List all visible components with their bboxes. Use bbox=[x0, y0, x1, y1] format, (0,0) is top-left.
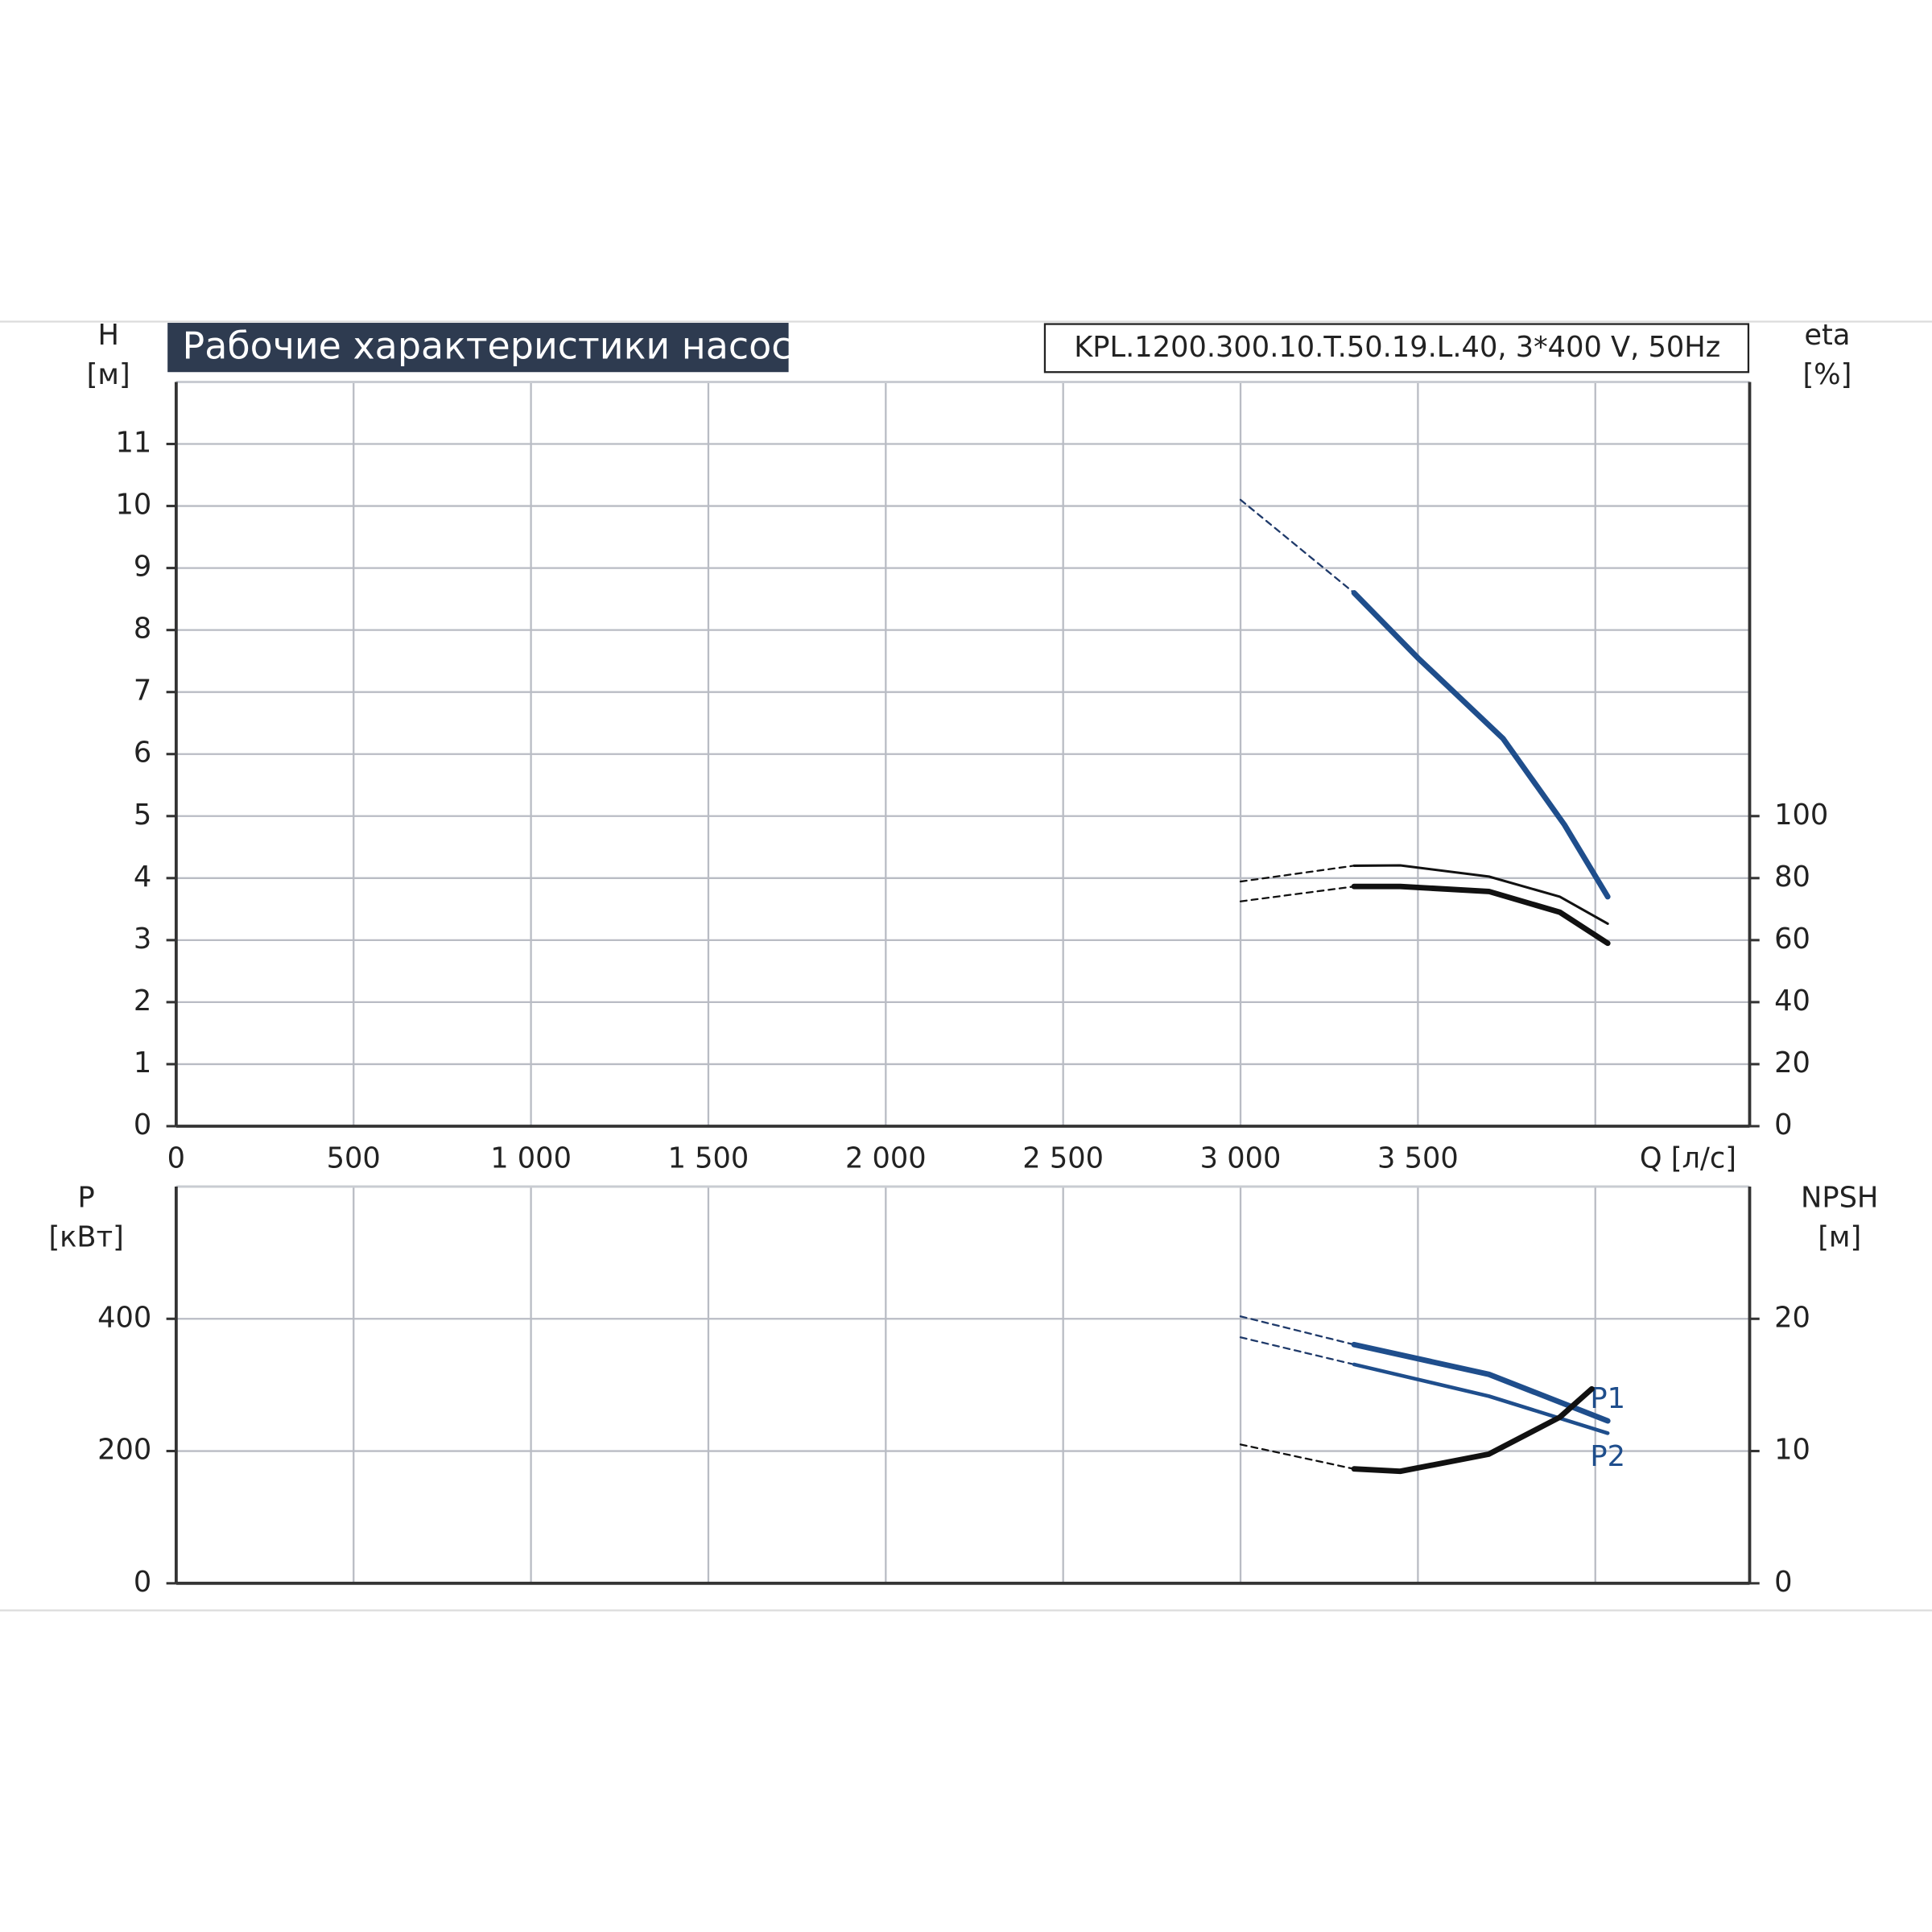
y-tick-label: 2 bbox=[134, 985, 151, 1018]
x-tick-label: 2 000 bbox=[845, 1141, 927, 1174]
series-line bbox=[1239, 498, 1356, 594]
chart-subtitle: KPL.1200.300.10.T.50.19.L.40, 3*400 V, 5… bbox=[1074, 331, 1720, 364]
y-tick-label: 5 bbox=[134, 799, 151, 832]
y-tick-label: 400 bbox=[97, 1301, 151, 1334]
x-tick-label: 3 500 bbox=[1377, 1141, 1459, 1174]
x-tick-label: 1 000 bbox=[490, 1141, 572, 1174]
x-axis-label: Q [л/с] bbox=[1640, 1141, 1736, 1174]
series-label: P2 bbox=[1590, 1440, 1625, 1473]
y-axis-label: P bbox=[78, 1181, 95, 1214]
y-tick-label: 0 bbox=[134, 1108, 151, 1141]
series-line bbox=[1351, 1385, 1595, 1475]
series-line bbox=[1239, 1315, 1356, 1346]
series-line bbox=[1352, 864, 1609, 925]
y-tick-label: 200 bbox=[97, 1434, 151, 1467]
y2-tick-label: 80 bbox=[1774, 861, 1810, 894]
y2-axis-label: [м] bbox=[1818, 1220, 1861, 1253]
x-tick-label: 2 500 bbox=[1022, 1141, 1104, 1174]
y2-tick-label: 0 bbox=[1774, 1108, 1792, 1141]
y2-tick-label: 10 bbox=[1774, 1434, 1810, 1467]
y2-tick-label: 20 bbox=[1774, 1301, 1810, 1334]
title-banner bbox=[167, 323, 789, 373]
y-tick-label: 0 bbox=[134, 1566, 151, 1599]
y-axis-label: [м] bbox=[87, 358, 130, 391]
x-tick-label: 3 000 bbox=[1200, 1141, 1282, 1174]
y-tick-label: 4 bbox=[134, 861, 151, 894]
y2-tick-label: 100 bbox=[1774, 799, 1828, 832]
y2-axis-label: NPSH bbox=[1801, 1181, 1878, 1214]
chart-title: Рабочие характеристики насоса bbox=[183, 324, 815, 368]
y-tick-label: 8 bbox=[134, 613, 151, 646]
y-axis-label: [кВт] bbox=[48, 1220, 123, 1253]
series-line bbox=[1351, 883, 1611, 947]
series-line bbox=[1239, 1336, 1356, 1366]
x-tick-label: 500 bbox=[327, 1141, 381, 1174]
series-line bbox=[1239, 865, 1356, 883]
plots: 0 500 1 000 1 500 2 000 2 500 3 000 3 500012345… bbox=[48, 319, 1878, 1599]
series-line bbox=[1239, 1443, 1356, 1470]
y2-tick-label: 0 bbox=[1774, 1566, 1792, 1599]
series-line bbox=[1351, 1341, 1611, 1424]
y-tick-label: 11 bbox=[115, 427, 151, 460]
series-line bbox=[1239, 886, 1356, 902]
y-tick-label: 7 bbox=[134, 675, 151, 708]
series-label: P1 bbox=[1590, 1382, 1625, 1415]
series-line bbox=[1351, 589, 1611, 900]
y-tick-label: 3 bbox=[134, 923, 151, 956]
y2-tick-label: 60 bbox=[1774, 923, 1810, 956]
y2-axis-label: eta bbox=[1804, 319, 1850, 352]
y-tick-label: 9 bbox=[134, 551, 151, 584]
y-axis-label: H bbox=[97, 319, 118, 352]
y2-axis-label: [%] bbox=[1802, 358, 1852, 391]
x-tick-label: 1 500 bbox=[668, 1141, 749, 1174]
y-tick-label: 6 bbox=[134, 737, 151, 770]
x-tick-label: 0 bbox=[167, 1141, 185, 1174]
model-box bbox=[1043, 323, 1750, 374]
y-tick-label: 1 bbox=[134, 1046, 151, 1080]
y-tick-label: 10 bbox=[115, 489, 151, 522]
y2-tick-label: 20 bbox=[1774, 1046, 1810, 1080]
y2-tick-label: 40 bbox=[1774, 985, 1810, 1018]
series-line bbox=[1352, 1362, 1610, 1435]
